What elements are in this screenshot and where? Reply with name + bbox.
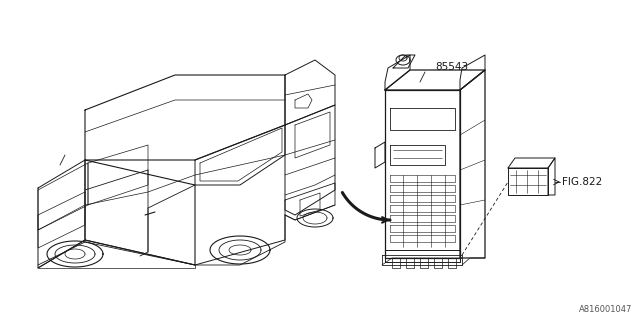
Text: A816001047: A816001047 <box>579 305 632 314</box>
Text: 85543: 85543 <box>435 62 468 72</box>
Text: FIG.822: FIG.822 <box>562 177 602 187</box>
